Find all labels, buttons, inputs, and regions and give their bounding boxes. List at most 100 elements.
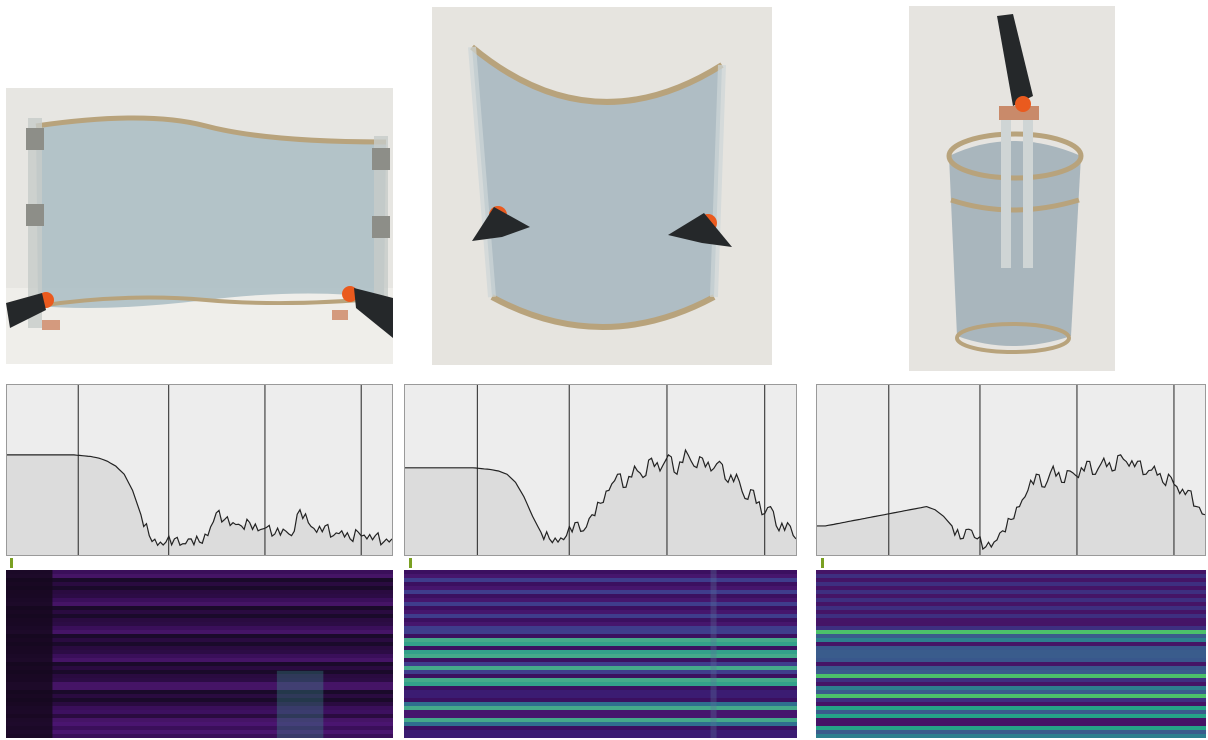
spectrogram-band [816,606,1206,611]
spectrogram-band [816,638,1206,643]
spectrogram-band [6,686,393,691]
spectrogram-band [404,606,797,611]
spectrogram-band [6,574,393,579]
spectrogram-dark-region [6,570,53,738]
spectrogram-band [816,614,1206,619]
spectrogram-band [404,578,797,583]
spectrogram-band [404,634,797,639]
spectrogram-band [6,722,393,727]
spectrogram-band [816,670,1206,675]
spectrogram-band [6,670,393,675]
flat-sheet-photo [6,88,393,364]
spectrogram-band [816,578,1206,583]
spectrogram-band [6,598,393,603]
spectrogram-band [6,602,393,607]
spectrogram-band [816,690,1206,695]
frequency-marker-1 [10,558,13,568]
spectrogram-band [404,602,797,607]
spectrogram-band [816,586,1206,591]
spectrogram-band [816,722,1206,727]
spectrogram-band [404,590,797,595]
spectrogram-band [816,658,1206,663]
spectrogram-band [6,730,393,735]
spectrogram-burst [276,670,324,738]
cylinder-photo [909,6,1115,371]
spectrogram-band [404,702,797,707]
spectrogram-band [816,598,1206,603]
spectrogram-band [404,598,797,603]
spectrogram-band [816,734,1206,738]
spectrogram-band [816,698,1206,703]
spectrogram-band [404,626,797,631]
spectrogram-band [816,570,1206,575]
spectrogram-band [6,682,393,687]
spectrogram-band [6,618,393,623]
spectrogram-band [816,694,1206,699]
spectrogram-band [404,686,797,691]
spectrum-area [405,450,796,555]
spectrogram-band [816,618,1206,623]
spectrogram-band [6,590,393,595]
spectrum-plot-1 [6,384,393,556]
spectrogram-band [404,682,797,687]
spectrogram-band [6,710,393,715]
spectrogram-band [816,666,1206,671]
spectrogram-band [816,650,1206,655]
spectrogram-band [6,698,393,703]
spectrogram-svg-2 [404,570,797,738]
spectrogram-band [6,642,393,647]
spectrogram-band [404,662,797,667]
spectrogram-band [816,674,1206,679]
spectrogram-band [816,730,1206,735]
spectrogram-band [6,726,393,731]
spectrogram-band [6,606,393,611]
spectrogram-band [6,666,393,671]
spectrogram-band [816,706,1206,711]
spectrogram-band [404,646,797,651]
spectrogram-band [816,682,1206,687]
spectrogram-band [816,594,1206,599]
frequency-marker-2 [409,558,412,568]
spectrogram-3 [816,570,1206,738]
spectrogram-band [404,614,797,619]
spectrogram-band [404,674,797,679]
spectrogram-band [404,570,797,575]
spectrum-plot-2 [404,384,797,556]
spectrum-plot-3 [816,384,1206,556]
spectrogram-band [404,574,797,579]
spectrogram-transient [710,570,717,738]
spectrogram-band [816,662,1206,667]
spectrogram-band [816,654,1206,659]
spectrum-line [405,448,796,544]
spectrogram-band [6,582,393,587]
spectrogram-band [404,718,797,723]
spectrogram-band [816,574,1206,579]
spectrogram-band [816,702,1206,707]
spectrogram-band [816,610,1206,615]
spectrogram-band [404,710,797,715]
spectrogram-band [816,714,1206,719]
spectrogram-band [6,678,393,683]
spectrogram-band [6,630,393,635]
spectrogram-band [6,570,393,575]
spectrum-area [7,454,392,555]
spectrogram-band [6,654,393,659]
spectrogram-band [404,658,797,663]
spectrogram-band [6,610,393,615]
spectrogram-band [404,638,797,643]
curved-sheet-photo [432,7,772,365]
spectrogram-band [404,726,797,731]
spectrogram-svg-1 [6,570,393,738]
spectrogram-band [404,630,797,635]
spectrogram-band [6,650,393,655]
spectrum-svg-2 [405,385,796,555]
spectrogram-band [6,638,393,643]
spectrum-svg-3 [817,385,1205,555]
spectrogram-band [404,594,797,599]
spectrogram-band [6,718,393,723]
spectrogram-band [404,734,797,738]
spectrogram-band [816,710,1206,715]
spectrogram-band [6,634,393,639]
spectrum-area [817,454,1205,555]
spectrogram-band [404,730,797,735]
